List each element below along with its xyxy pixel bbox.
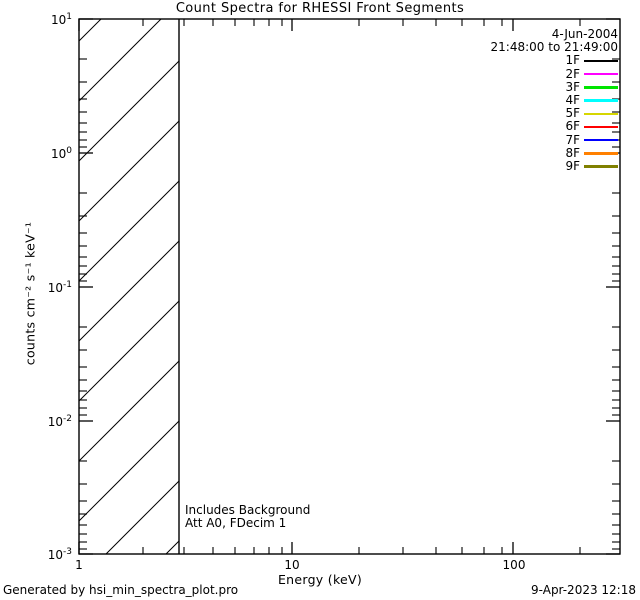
- footer-timestamp: 9-Apr-2023 12:18: [531, 583, 636, 597]
- legend-swatch-3f: [584, 86, 618, 89]
- y-axis-title: counts cm⁻² s⁻¹ keV⁻¹: [22, 221, 38, 366]
- legend-time-range: 21:48:00 to 21:49:00: [490, 40, 618, 55]
- legend-item-5f[interactable]: 5F: [491, 106, 618, 121]
- x-tick-label-1: 1: [75, 558, 83, 572]
- y-axis-minor-ticks: [79, 58, 620, 550]
- legend-swatch-5f: [584, 112, 618, 115]
- x-axis-minor-ticks: [142, 19, 581, 554]
- legend-label-2f: 2F: [565, 66, 580, 81]
- x-tick-label-100: 100: [502, 558, 526, 572]
- legend-label-6f: 6F: [565, 119, 580, 134]
- legend-date: 4-Jun-2004: [551, 27, 618, 41]
- legend-item-3f[interactable]: 3F: [491, 79, 618, 94]
- legend-label-3f: 3F: [565, 79, 580, 94]
- y-tick-label-1e1: 101: [50, 12, 72, 27]
- annotation-includes-background: Includes Background: [185, 503, 311, 517]
- y-tick-label-1e-1: 10-1: [47, 280, 72, 295]
- page-title: Count Spectra for RHESSI Front Segments: [175, 1, 465, 16]
- legend-swatch-7f: [584, 138, 618, 142]
- legend-label-8f: 8F: [565, 145, 580, 160]
- legend-item-1f[interactable]: 1F: [491, 54, 618, 67]
- legend-label-1f: 1F: [565, 53, 580, 68]
- legend-item-7f[interactable]: 7F: [491, 132, 618, 147]
- legend-swatch-6f: [584, 125, 618, 129]
- y-tick-label-1e0: 100: [50, 146, 72, 161]
- x-axis-major-ticks: [78, 19, 514, 554]
- legend-swatch-2f: [584, 72, 618, 76]
- annotation-attenuator: Att A0, FDecim 1: [185, 516, 287, 530]
- legend-swatch-8f: [584, 152, 618, 155]
- x-tick-label-10: 10: [284, 558, 300, 572]
- footer-generated-by: Generated by hsi_min_spectra_plot.pro: [3, 583, 239, 597]
- legend-item-9f[interactable]: 9F: [491, 158, 618, 173]
- legend-item-8f[interactable]: 8F: [491, 145, 618, 160]
- excluded-energy-band: [79, 19, 180, 554]
- legend-label-5f: 5F: [565, 106, 580, 121]
- legend-item-2f[interactable]: 2F: [491, 66, 618, 81]
- legend-swatch-1f: [584, 59, 618, 63]
- legend-entries: 1F 2F 3F 4F 5F 6F: [491, 54, 618, 173]
- legend-label-4f: 4F: [565, 92, 580, 107]
- legend-label-9f: 9F: [565, 158, 580, 173]
- legend: 4-Jun-2004 21:48:00 to 21:49:00 1F 2F 3F…: [490, 27, 618, 173]
- legend-label-7f: 7F: [565, 132, 580, 147]
- y-tick-label-1e-3: 10-3: [47, 547, 72, 562]
- legend-swatch-9f: [584, 165, 618, 168]
- legend-item-6f[interactable]: 6F: [491, 120, 618, 133]
- legend-item-4f[interactable]: 4F: [491, 92, 618, 107]
- legend-swatch-4f: [584, 99, 618, 102]
- y-tick-label-1e-2: 10-2: [47, 414, 72, 429]
- x-axis-title: Energy (keV): [277, 572, 363, 587]
